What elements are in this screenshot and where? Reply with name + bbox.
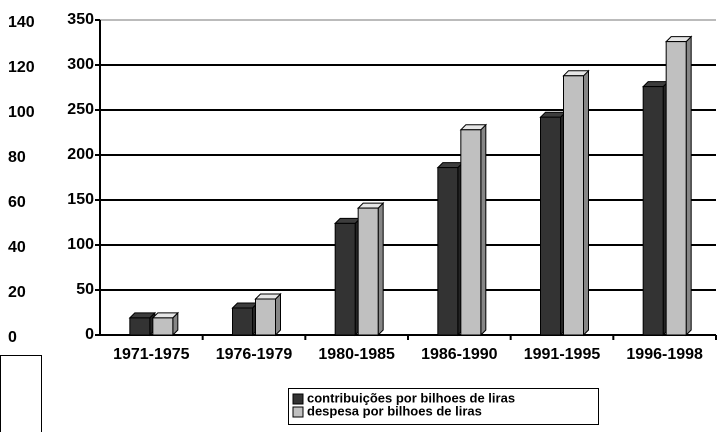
bar	[152, 317, 174, 336]
y-tick-label: 200	[67, 146, 94, 163]
y2-tick-label: 40	[8, 239, 26, 256]
bar-top	[459, 124, 488, 131]
bar-side	[275, 292, 281, 337]
y2-tick-label: 80	[8, 149, 26, 166]
y-tick-label: 300	[67, 56, 94, 73]
x-tick-label: 1991-1995	[524, 346, 601, 363]
x-tick-label: 1986-1990	[421, 346, 498, 363]
legend-box	[288, 388, 599, 425]
bar-top	[539, 111, 567, 118]
y-tick-label: 350	[67, 11, 94, 28]
x-tick-label: 1976-1979	[216, 346, 293, 363]
bar	[563, 75, 584, 336]
bar	[665, 41, 687, 336]
bar-top	[128, 312, 157, 319]
bar-side	[377, 201, 384, 337]
bar-side	[480, 123, 487, 337]
bar-top	[664, 36, 693, 43]
bar	[460, 129, 482, 336]
bar	[232, 307, 253, 336]
bar	[129, 317, 151, 336]
y-tick-label: 100	[67, 236, 94, 253]
legend-label: contribuições por bilhoes de liras	[307, 390, 515, 405]
legend-swatch	[292, 393, 304, 405]
legend-swatch	[292, 406, 304, 418]
bar	[357, 207, 379, 336]
bar	[437, 167, 459, 336]
y2-tick-label: 20	[8, 284, 26, 301]
x-tick-label: 1980-1985	[318, 346, 395, 363]
y2-tick-label: 140	[8, 14, 35, 31]
legend-label: despesa por bilhoes de liras	[307, 403, 482, 418]
x-tick-label: 1996-1998	[626, 346, 703, 363]
bar-top	[151, 312, 180, 319]
y2-tick-label: 0	[8, 329, 17, 346]
bar-side	[685, 35, 692, 337]
bar	[642, 86, 664, 336]
y-tick-label: 0	[85, 326, 94, 343]
bar	[334, 222, 356, 336]
bar-top	[356, 202, 385, 209]
y2-tick-label: 60	[8, 194, 26, 211]
y-tick-label: 50	[76, 281, 94, 298]
y-tick-label: 250	[67, 101, 94, 118]
bar	[540, 116, 561, 336]
bar-top	[562, 70, 590, 77]
bar	[255, 298, 276, 336]
y-tick-label: 150	[67, 191, 94, 208]
y2-tick-label: 100	[8, 104, 35, 121]
y2-tick-label: 120	[8, 59, 35, 76]
bar-top	[333, 217, 362, 224]
x-tick-label: 1971-1975	[113, 346, 190, 363]
bar-side	[583, 69, 589, 337]
bar-top	[231, 302, 259, 309]
bar-top	[436, 162, 465, 169]
bar-top	[254, 293, 282, 300]
bar-top	[641, 81, 670, 88]
frame-box	[0, 355, 42, 432]
